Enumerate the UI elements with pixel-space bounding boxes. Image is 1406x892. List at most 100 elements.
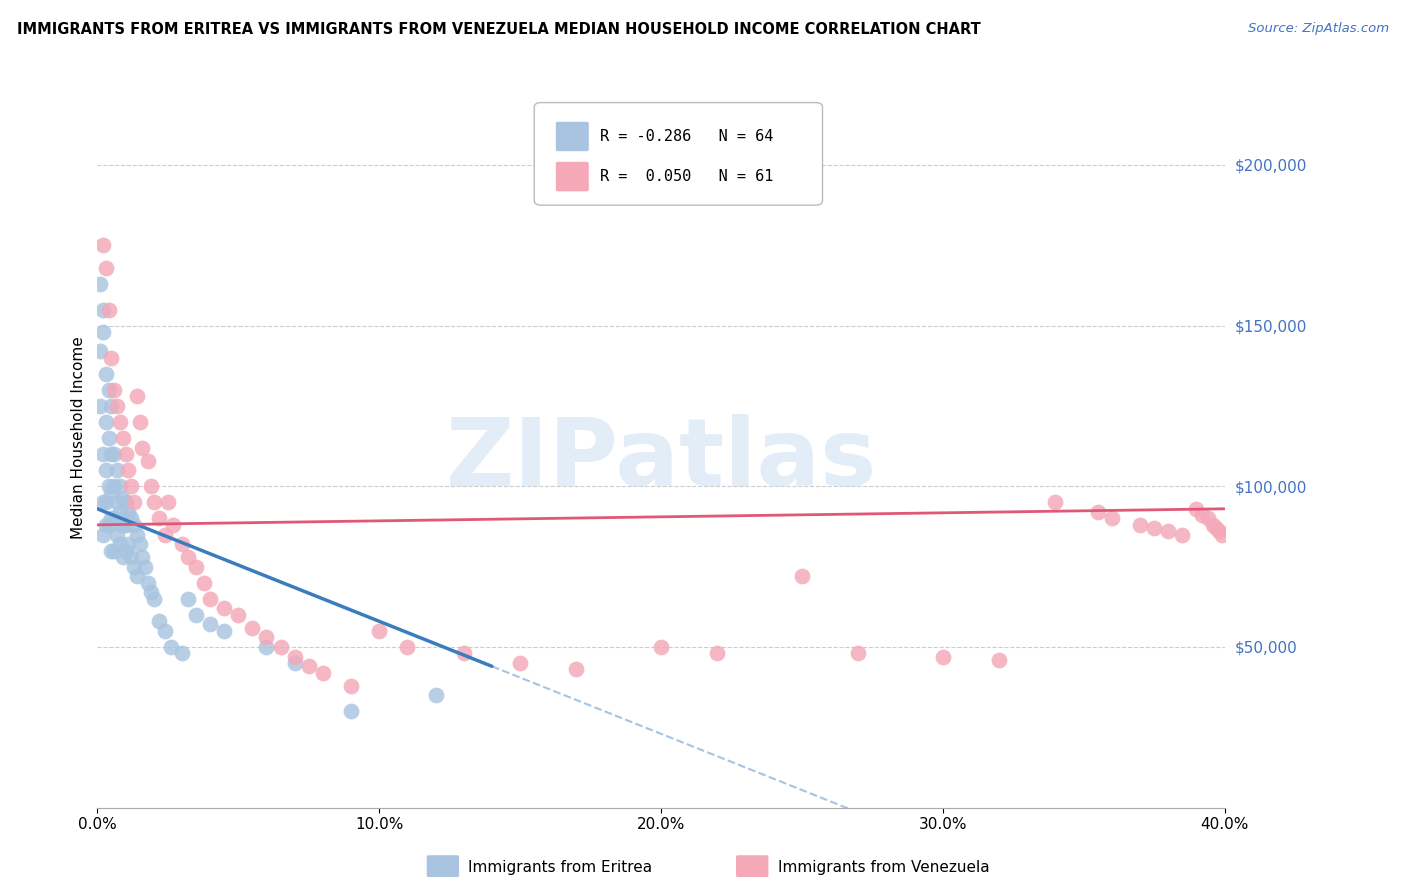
Point <box>148 511 170 525</box>
Point <box>254 631 277 645</box>
Point <box>108 415 131 429</box>
Point <box>139 585 162 599</box>
Point <box>1171 527 1194 541</box>
Point <box>198 617 221 632</box>
Point <box>94 367 117 381</box>
Point <box>453 647 475 661</box>
Point <box>1045 495 1067 509</box>
Point <box>1208 524 1230 539</box>
Point <box>111 431 134 445</box>
Text: Source: ZipAtlas.com: Source: ZipAtlas.com <box>1249 22 1389 36</box>
Point <box>142 591 165 606</box>
Point <box>932 649 955 664</box>
Point <box>136 453 159 467</box>
Point <box>212 601 235 615</box>
Point <box>100 543 122 558</box>
Point <box>142 495 165 509</box>
Point <box>100 511 122 525</box>
Point <box>184 607 207 622</box>
Point <box>509 656 531 670</box>
Point <box>105 463 128 477</box>
Point <box>396 640 419 654</box>
Text: R = -0.286   N = 64: R = -0.286 N = 64 <box>600 129 773 144</box>
Point <box>254 640 277 654</box>
Point <box>114 517 136 532</box>
Point <box>153 624 176 638</box>
Point <box>103 543 125 558</box>
Point <box>170 537 193 551</box>
Point <box>91 302 114 317</box>
Point <box>312 665 335 680</box>
Point <box>1087 505 1109 519</box>
Point <box>153 527 176 541</box>
Point <box>176 549 198 564</box>
Point <box>91 238 114 252</box>
Point <box>120 511 142 525</box>
Point <box>156 495 179 509</box>
Point <box>425 688 447 702</box>
Point <box>125 527 148 541</box>
Point <box>139 479 162 493</box>
Point <box>91 495 114 509</box>
Point <box>94 463 117 477</box>
Point <box>565 663 588 677</box>
Point <box>94 495 117 509</box>
Point <box>89 344 111 359</box>
Point <box>94 517 117 532</box>
Point <box>1129 517 1152 532</box>
Point <box>128 415 150 429</box>
Point <box>125 389 148 403</box>
Point <box>97 479 120 493</box>
Point <box>97 383 120 397</box>
Point <box>111 492 134 507</box>
Point <box>134 559 156 574</box>
Point <box>1197 511 1219 525</box>
Point <box>103 479 125 493</box>
Point <box>340 704 363 718</box>
Point <box>790 569 813 583</box>
Point <box>1157 524 1180 539</box>
Point <box>117 463 139 477</box>
Point <box>212 624 235 638</box>
Point <box>193 575 215 590</box>
Point <box>226 607 249 622</box>
Point <box>1205 521 1227 535</box>
Point <box>120 549 142 564</box>
Text: Immigrants from Eritrea: Immigrants from Eritrea <box>468 860 652 874</box>
Point <box>94 415 117 429</box>
Point <box>97 302 120 317</box>
Point <box>131 441 153 455</box>
Point <box>298 659 321 673</box>
Point <box>108 479 131 493</box>
Point <box>1143 521 1166 535</box>
Point <box>100 485 122 500</box>
Point <box>176 591 198 606</box>
Point <box>162 517 184 532</box>
Point <box>1101 511 1123 525</box>
Point <box>340 679 363 693</box>
Point <box>122 517 145 532</box>
Point <box>100 399 122 413</box>
Point <box>706 647 728 661</box>
Point <box>148 615 170 629</box>
Point <box>122 559 145 574</box>
Text: Immigrants from Venezuela: Immigrants from Venezuela <box>778 860 990 874</box>
Y-axis label: Median Household Income: Median Household Income <box>72 336 86 540</box>
Point <box>198 591 221 606</box>
Point <box>89 399 111 413</box>
Point <box>120 479 142 493</box>
Point <box>270 640 292 654</box>
Point <box>105 399 128 413</box>
Point <box>125 569 148 583</box>
Point <box>240 621 263 635</box>
Point <box>284 649 307 664</box>
Point <box>108 537 131 551</box>
Point <box>97 517 120 532</box>
Point <box>136 575 159 590</box>
Point <box>1185 501 1208 516</box>
Point <box>988 653 1011 667</box>
Text: R =  0.050   N = 61: R = 0.050 N = 61 <box>600 169 773 184</box>
Point <box>91 527 114 541</box>
Point <box>1191 508 1213 523</box>
Point <box>128 537 150 551</box>
